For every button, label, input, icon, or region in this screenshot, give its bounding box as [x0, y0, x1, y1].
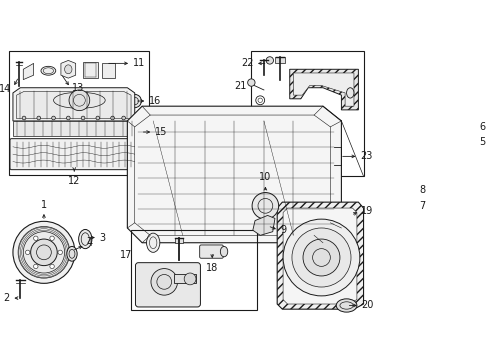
Bar	[174, 238, 183, 243]
Polygon shape	[83, 62, 98, 78]
Circle shape	[22, 116, 26, 120]
Circle shape	[58, 250, 62, 255]
Polygon shape	[277, 202, 364, 309]
Circle shape	[25, 250, 30, 255]
Text: 13: 13	[72, 84, 84, 94]
Text: 17: 17	[120, 250, 132, 260]
Circle shape	[81, 116, 85, 120]
Polygon shape	[13, 88, 135, 121]
Bar	[9, 51, 149, 175]
Ellipse shape	[220, 247, 228, 257]
Bar	[174, 274, 196, 283]
Text: 10: 10	[259, 172, 271, 182]
Ellipse shape	[135, 128, 147, 136]
Text: 11: 11	[132, 58, 145, 68]
Polygon shape	[61, 60, 75, 78]
Text: 22: 22	[241, 58, 253, 68]
Circle shape	[34, 236, 38, 240]
Polygon shape	[253, 215, 275, 235]
Ellipse shape	[67, 247, 77, 261]
Text: 8: 8	[419, 185, 425, 195]
Ellipse shape	[53, 92, 105, 108]
Text: 19: 19	[361, 206, 373, 216]
Text: 18: 18	[206, 263, 219, 273]
FancyBboxPatch shape	[10, 139, 138, 170]
Circle shape	[151, 269, 177, 295]
Polygon shape	[17, 91, 131, 119]
Circle shape	[266, 57, 273, 64]
Circle shape	[31, 239, 57, 266]
Text: 2: 2	[4, 293, 10, 303]
Polygon shape	[13, 121, 135, 136]
Text: 3: 3	[99, 233, 105, 243]
Circle shape	[50, 236, 54, 240]
Text: 6: 6	[479, 122, 486, 132]
Circle shape	[122, 116, 125, 120]
Bar	[251, 51, 364, 176]
Ellipse shape	[336, 299, 357, 312]
Ellipse shape	[147, 233, 160, 252]
Text: 4: 4	[87, 238, 93, 248]
Circle shape	[292, 228, 351, 287]
Circle shape	[50, 264, 54, 269]
Text: 9: 9	[280, 225, 286, 235]
Text: 15: 15	[155, 127, 167, 137]
Ellipse shape	[399, 203, 406, 208]
Circle shape	[18, 226, 70, 278]
Text: 1: 1	[41, 199, 47, 210]
Polygon shape	[23, 63, 34, 80]
Polygon shape	[290, 69, 358, 110]
Circle shape	[37, 116, 41, 120]
Ellipse shape	[41, 66, 56, 75]
FancyBboxPatch shape	[135, 263, 200, 307]
Bar	[131, 230, 257, 310]
Circle shape	[283, 219, 360, 296]
Ellipse shape	[400, 187, 408, 192]
Circle shape	[184, 273, 196, 285]
Polygon shape	[294, 73, 354, 106]
Circle shape	[252, 193, 279, 219]
Text: 20: 20	[361, 301, 374, 310]
Circle shape	[34, 264, 38, 269]
Circle shape	[67, 116, 70, 120]
Text: 5: 5	[479, 136, 486, 147]
Ellipse shape	[346, 88, 354, 98]
Circle shape	[463, 125, 467, 129]
Circle shape	[303, 239, 340, 276]
Text: 21: 21	[234, 81, 246, 90]
Circle shape	[13, 221, 75, 283]
FancyBboxPatch shape	[200, 245, 223, 258]
Text: 14: 14	[0, 84, 11, 94]
Circle shape	[51, 116, 55, 120]
Ellipse shape	[65, 65, 72, 74]
Ellipse shape	[78, 229, 92, 249]
Polygon shape	[127, 106, 342, 243]
Circle shape	[69, 90, 90, 111]
Polygon shape	[283, 208, 357, 304]
Text: 23: 23	[360, 152, 372, 161]
Text: 7: 7	[419, 201, 425, 211]
Polygon shape	[101, 63, 115, 78]
Circle shape	[111, 116, 115, 120]
Text: 12: 12	[68, 176, 80, 185]
Bar	[275, 58, 285, 63]
Text: 16: 16	[149, 96, 161, 106]
Circle shape	[247, 79, 255, 86]
Circle shape	[96, 116, 99, 120]
Circle shape	[128, 94, 142, 108]
